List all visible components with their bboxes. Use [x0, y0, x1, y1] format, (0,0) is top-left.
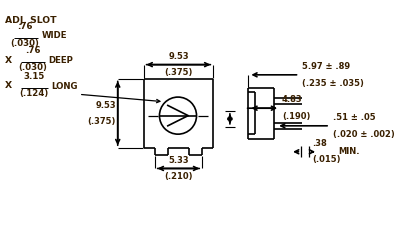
Text: 5.33: 5.33 — [168, 156, 189, 165]
Text: 9.53: 9.53 — [95, 101, 116, 110]
Text: (.375): (.375) — [164, 68, 193, 77]
Text: 4.83: 4.83 — [282, 96, 302, 104]
Text: (.124): (.124) — [20, 89, 49, 98]
Text: LONG: LONG — [51, 82, 78, 91]
Text: 9.53: 9.53 — [168, 52, 189, 62]
Text: (.030): (.030) — [10, 39, 40, 48]
Text: .76: .76 — [25, 46, 40, 55]
Text: (.190): (.190) — [282, 112, 310, 121]
Text: 3.15: 3.15 — [24, 72, 45, 81]
Text: .38: .38 — [312, 139, 327, 148]
Text: (.210): (.210) — [164, 172, 193, 181]
Text: X: X — [5, 82, 12, 90]
Text: (.235 ± .035): (.235 ± .035) — [302, 79, 364, 87]
Text: .51 ± .05: .51 ± .05 — [333, 113, 376, 122]
Text: X: X — [5, 56, 12, 65]
Text: WIDE: WIDE — [42, 31, 67, 41]
Text: (.015): (.015) — [312, 155, 341, 165]
Text: ADJ. SLOT: ADJ. SLOT — [5, 17, 56, 25]
Text: DEEP: DEEP — [48, 56, 73, 65]
Text: MIN.: MIN. — [338, 147, 360, 156]
Text: (.020 ± .002): (.020 ± .002) — [333, 129, 394, 139]
Text: 5.97 ± .89: 5.97 ± .89 — [302, 62, 350, 71]
Text: (.030): (.030) — [18, 63, 47, 72]
Text: .76: .76 — [17, 22, 33, 31]
Text: (.375): (.375) — [88, 117, 116, 126]
